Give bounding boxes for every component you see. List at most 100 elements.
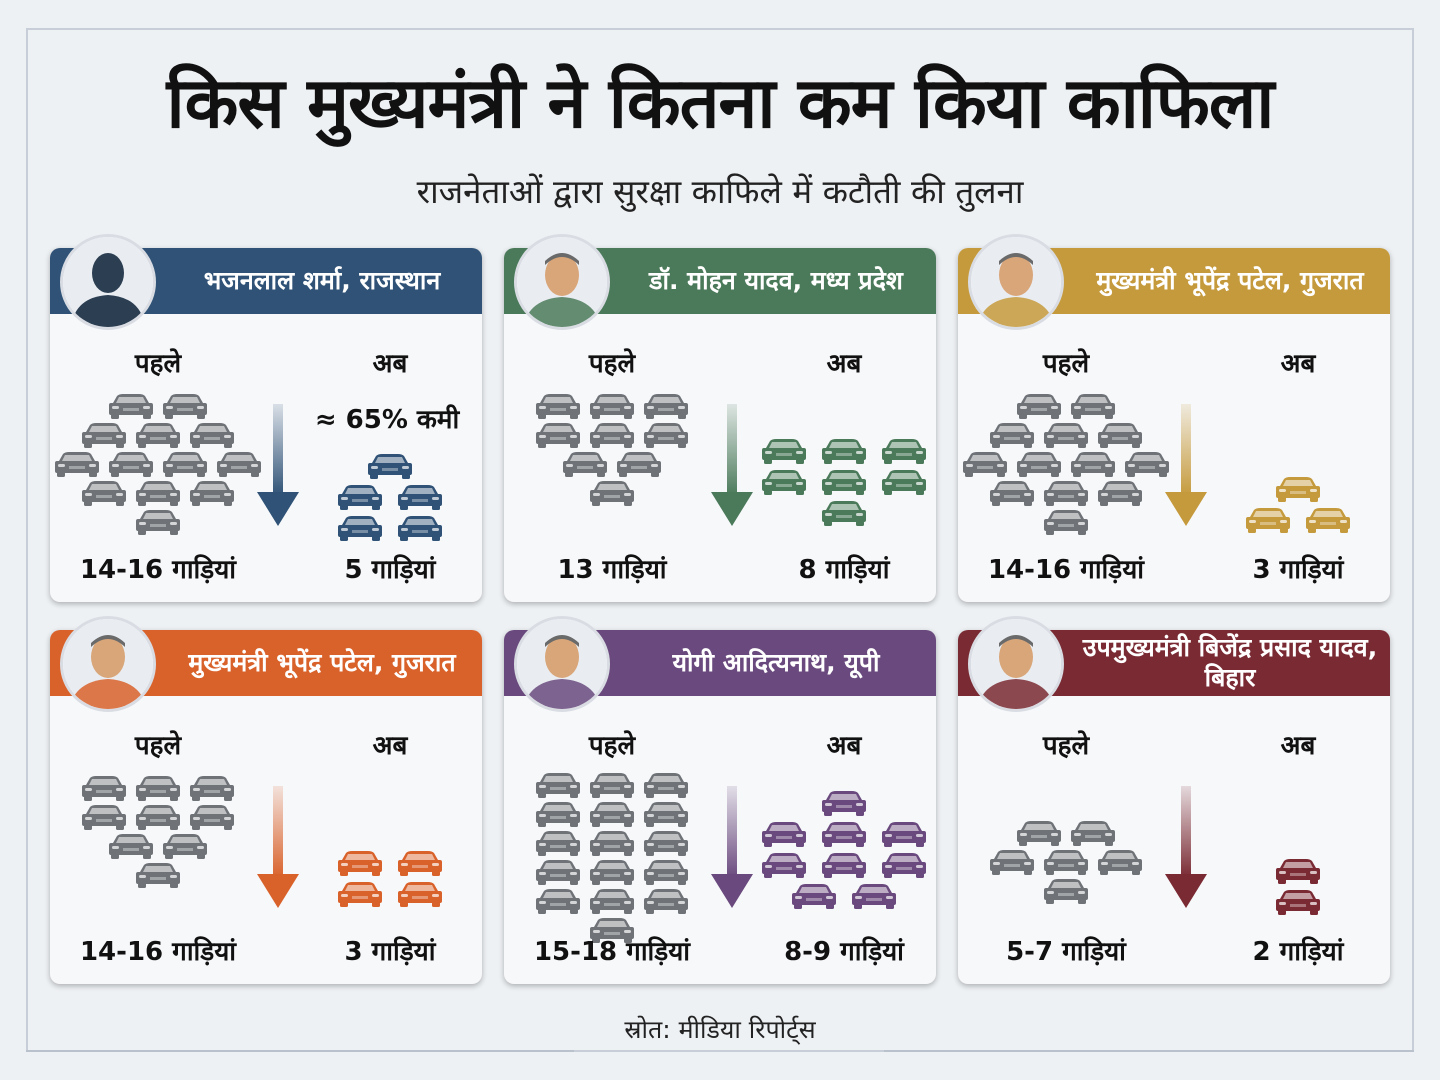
car-icon: [589, 393, 635, 423]
leader-name: योगी आदित्यनाथ, यूपी: [672, 648, 880, 677]
car-icon: [535, 888, 581, 918]
cm-card: डॉ. मोहन यादव, मध्य प्रदेश पहले अब 13 गाड़ि…: [504, 234, 936, 602]
before-count: 14-16 गाड़ियां: [79, 555, 237, 585]
car-icon: [589, 801, 635, 831]
source-note: स्रोत: मीडिया रिपोर्ट्स: [624, 1015, 816, 1044]
car-icon: [535, 772, 581, 802]
down-arrow-icon: [1161, 404, 1211, 533]
person-portrait-icon: [968, 616, 1064, 712]
car-icon: [989, 480, 1035, 510]
before-label: पहले: [134, 731, 182, 761]
leader-name: मुख्यमंत्री भूपेंद्र पटेल, गुजरात: [1096, 266, 1364, 295]
car-icon: [589, 480, 635, 510]
car-icon: [1016, 820, 1062, 850]
car-icon: [337, 484, 383, 514]
car-icon: [1043, 509, 1089, 539]
car-icon: [162, 451, 208, 481]
footer-rule-right: [884, 1050, 1414, 1052]
car-icon: [337, 850, 383, 880]
cm-card: योगी आदित्यनाथ, यूपी पहले अब 15-18 गाड़ियां…: [504, 616, 936, 984]
car-icon: [1043, 878, 1089, 908]
car-icon: [1043, 480, 1089, 510]
after-label: अब: [1280, 349, 1316, 379]
car-icon: [397, 881, 443, 911]
person-portrait-icon: [60, 616, 156, 712]
car-icon: [821, 852, 867, 882]
car-icon: [881, 438, 927, 468]
person-portrait-icon: [968, 234, 1064, 330]
car-icon: [589, 888, 635, 918]
cm-card: उपमुख्यमंत्री बिजेंद्र प्रसाद यादव, बिहा…: [958, 616, 1390, 984]
car-icon: [108, 393, 154, 423]
car-icon: [643, 801, 689, 831]
car-icon: [189, 422, 235, 452]
cm-card: मुख्यमंत्री भूपेंद्र पटेल, गुजरात पहले अब 1…: [50, 616, 482, 984]
before-count: 13 गाड़ियां: [557, 555, 667, 585]
car-icon: [643, 888, 689, 918]
car-icon: [616, 451, 662, 481]
down-arrow-icon: [1161, 786, 1211, 915]
car-icon: [821, 500, 867, 530]
before-count: 15-18 गाड़ियां: [533, 937, 691, 967]
down-arrow-icon: [253, 404, 303, 533]
car-icon: [535, 830, 581, 860]
car-icon: [1070, 393, 1116, 423]
after-count: 3 गाड़ियां: [1252, 555, 1344, 585]
car-icon: [535, 801, 581, 831]
before-count: 14-16 गाड़ियां: [987, 555, 1145, 585]
car-icon: [989, 849, 1035, 879]
car-icon: [1275, 889, 1321, 919]
after-label: अब: [826, 731, 862, 761]
leader-name: उपमुख्यमंत्री बिजेंद्र प्रसाद यादव, बिहा…: [1082, 633, 1378, 692]
cm-card: भजनलाल शर्मा, राजस्थान पहले अब ≈ 65% कमी 14-…: [50, 234, 482, 602]
car-icon: [397, 850, 443, 880]
before-label: पहले: [588, 349, 636, 379]
car-icon: [135, 422, 181, 452]
car-icon: [761, 469, 807, 499]
car-icon: [1070, 451, 1116, 481]
car-icon: [1275, 858, 1321, 888]
car-icon: [81, 422, 127, 452]
before-label: पहले: [1042, 731, 1090, 761]
car-icon: [643, 393, 689, 423]
car-icon: [81, 804, 127, 834]
car-icon: [643, 772, 689, 802]
leader-name: मुख्यमंत्री भूपेंद्र पटेल, गुजरात: [188, 648, 456, 677]
before-label: पहले: [588, 731, 636, 761]
down-arrow-icon: [707, 404, 757, 533]
car-icon: [535, 859, 581, 889]
car-icon: [397, 484, 443, 514]
after-count: 3 गाड़ियां: [344, 937, 436, 967]
car-icon: [367, 453, 413, 483]
person-portrait-icon: [514, 616, 610, 712]
car-icon: [162, 833, 208, 863]
car-icon: [1305, 507, 1351, 537]
down-arrow-icon: [707, 786, 757, 915]
car-icon: [397, 515, 443, 545]
after-label: अब: [826, 349, 862, 379]
cm-card: मुख्यमंत्री भूपेंद्र पटेल, गुजरात पहले अब 1…: [958, 234, 1390, 602]
after-count: 5 गाड़ियां: [344, 555, 436, 585]
car-icon: [643, 422, 689, 452]
car-icon: [562, 451, 608, 481]
car-icon: [589, 422, 635, 452]
car-icon: [643, 830, 689, 860]
car-icon: [989, 422, 1035, 452]
car-icon: [535, 422, 581, 452]
car-icon: [1016, 393, 1062, 423]
car-icon: [135, 509, 181, 539]
car-icon: [881, 469, 927, 499]
car-icon: [761, 821, 807, 851]
car-icon: [189, 775, 235, 805]
car-icon: [108, 451, 154, 481]
after-label: अब: [1280, 731, 1316, 761]
car-icon: [761, 438, 807, 468]
after-label: अब: [372, 349, 408, 379]
car-icon: [135, 480, 181, 510]
car-icon: [589, 772, 635, 802]
car-icon: [216, 451, 262, 481]
car-icon: [821, 790, 867, 820]
car-icon: [189, 480, 235, 510]
car-icon: [162, 393, 208, 423]
car-icon: [881, 821, 927, 851]
